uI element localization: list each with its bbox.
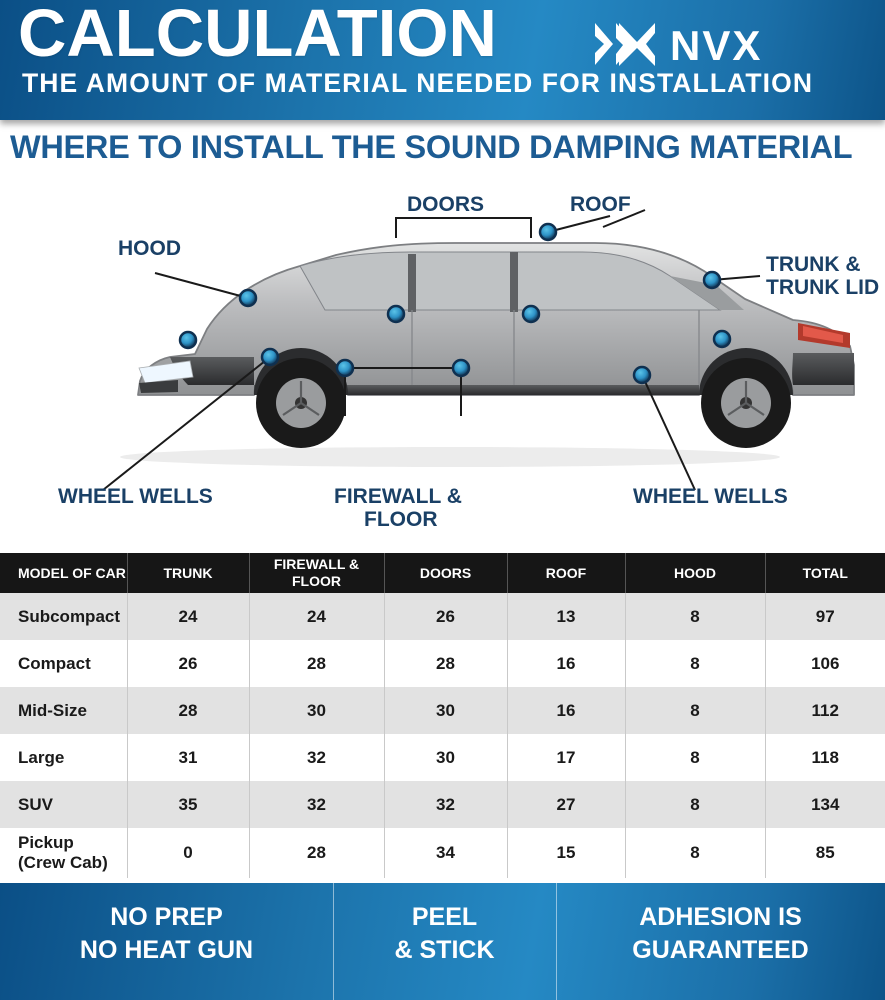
svg-text:TRUNK &: TRUNK & — [766, 253, 861, 276]
svg-text:WHEEL WELLS: WHEEL WELLS — [58, 485, 213, 508]
svg-text:TRUNK LID: TRUNK LID — [766, 276, 879, 299]
svg-text:FIREWALL &: FIREWALL & — [334, 485, 462, 508]
svg-text:ROOF: ROOF — [570, 193, 631, 216]
svg-text:FLOOR: FLOOR — [364, 508, 438, 531]
svg-text:DOORS: DOORS — [407, 193, 484, 216]
svg-text:HOOD: HOOD — [118, 237, 181, 260]
svg-text:NVX: NVX — [670, 22, 762, 69]
svg-text:WHEEL WELLS: WHEEL WELLS — [633, 485, 788, 508]
